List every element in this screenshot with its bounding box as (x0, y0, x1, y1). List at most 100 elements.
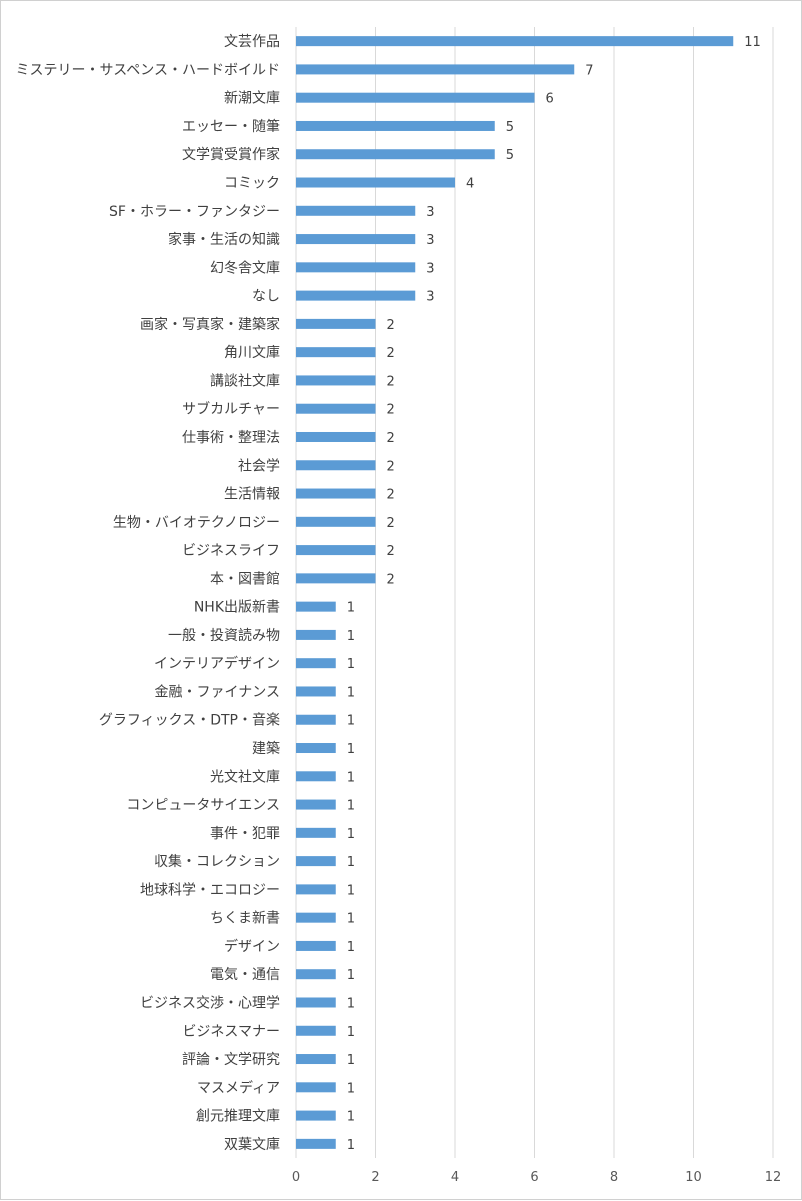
bar (296, 206, 415, 216)
data-label: 1 (347, 996, 355, 1011)
category-label: サブカルチャー (182, 401, 280, 418)
bar (296, 545, 376, 555)
data-label: 2 (387, 318, 395, 333)
category-label: 収集・コレクション (154, 853, 280, 870)
bar (296, 1082, 336, 1092)
category-label: NHK出版新書 (194, 600, 280, 616)
data-label: 1 (347, 629, 355, 644)
data-label: 1 (347, 714, 355, 729)
bar (296, 319, 376, 329)
category-label: 仕事術・整理法 (182, 430, 280, 446)
data-label: 2 (387, 431, 395, 446)
data-label: 1 (347, 827, 355, 842)
data-label: 1 (347, 1053, 355, 1068)
x-tick-label: 12 (765, 1170, 782, 1185)
category-label: 角川文庫 (224, 344, 280, 361)
data-label: 2 (387, 488, 395, 503)
bar (296, 432, 376, 442)
bar (296, 1054, 336, 1064)
data-label: 1 (347, 1081, 355, 1096)
data-label: 3 (426, 205, 434, 220)
data-label: 1 (347, 968, 355, 983)
bar (296, 291, 415, 301)
bar (296, 1139, 336, 1149)
data-label: 1 (347, 770, 355, 785)
category-label: 文芸作品 (224, 34, 280, 50)
category-label: ビジネス交渉・心理学 (140, 994, 280, 1011)
category-label: 画家・写真家・建築家 (140, 316, 280, 333)
data-label: 2 (387, 374, 395, 389)
category-label: 社会学 (238, 458, 280, 474)
x-tick-label: 10 (685, 1170, 702, 1185)
category-label: インテリアデザイン (154, 655, 280, 672)
bar (296, 686, 336, 696)
category-label: 幻冬舎文庫 (210, 259, 280, 276)
category-label: 家事・生活の知識 (168, 231, 280, 248)
bar (296, 375, 376, 385)
bar (296, 262, 415, 272)
bar (296, 517, 376, 527)
category-label: 生物・バイオテクノロジー (113, 515, 280, 531)
bar (296, 828, 336, 838)
category-label: 新潮文庫 (224, 90, 280, 107)
category-label: ビジネスマナー (182, 1024, 280, 1040)
data-label: 1 (347, 940, 355, 955)
category-label: SF・ホラー・ファンタジー (109, 204, 280, 220)
bar (296, 347, 376, 357)
bar (296, 64, 574, 74)
x-axis-tick-labels: 0 2 4 6 8 10 12 (292, 1170, 781, 1185)
category-label: 双葉文庫 (224, 1136, 280, 1153)
bar (296, 630, 336, 640)
data-label: 3 (426, 233, 434, 248)
category-label: なし (252, 289, 280, 305)
category-label: 本・図書館 (210, 570, 280, 587)
bar (296, 404, 376, 414)
category-label: 講談社文庫 (210, 372, 280, 389)
category-label: コンピュータサイエンス (126, 798, 280, 814)
bar (296, 743, 336, 753)
data-label: 2 (387, 572, 395, 587)
data-label: 1 (347, 1025, 355, 1040)
grid-lines (296, 27, 773, 1158)
category-label: 電気・通信 (210, 967, 280, 983)
data-label: 3 (426, 290, 434, 305)
category-label: 文学賞受賞作家 (182, 146, 280, 163)
data-label: 4 (466, 177, 474, 192)
x-tick-label: 6 (530, 1170, 538, 1185)
bar (296, 969, 336, 979)
bar (296, 715, 336, 725)
bar (296, 234, 415, 244)
bar (296, 460, 376, 470)
category-label: 金融・ファイナンス (155, 684, 280, 700)
category-label: ビジネスライフ (182, 543, 280, 559)
category-label: 一般・投資読み物 (168, 627, 280, 644)
data-label: 1 (347, 1110, 355, 1125)
bar (296, 489, 376, 499)
bar (296, 149, 495, 159)
data-label: 5 (506, 120, 514, 135)
x-tick-label: 2 (371, 1170, 379, 1185)
bar (296, 884, 336, 894)
data-label: 6 (546, 92, 554, 107)
bar (296, 573, 376, 583)
category-label: 事件・犯罪 (210, 826, 280, 842)
x-tick-label: 4 (451, 1170, 459, 1185)
data-label: 1 (347, 855, 355, 870)
category-label: ミステリー・サスペンス・ハードボイルド (16, 62, 280, 78)
category-label: 創元推理文庫 (196, 1108, 280, 1125)
data-label: 1 (347, 883, 355, 898)
data-label: 1 (347, 742, 355, 757)
data-label: 2 (387, 403, 395, 418)
bar (296, 602, 336, 612)
data-label: 1 (347, 657, 355, 672)
data-label: 1 (347, 685, 355, 700)
data-label: 3 (426, 261, 434, 276)
bar (296, 997, 336, 1007)
data-label: 2 (387, 459, 395, 474)
category-label: エッセー・随筆 (182, 119, 280, 135)
bar (296, 913, 336, 923)
x-tick-label: 0 (292, 1170, 300, 1185)
data-label: 1 (347, 912, 355, 927)
